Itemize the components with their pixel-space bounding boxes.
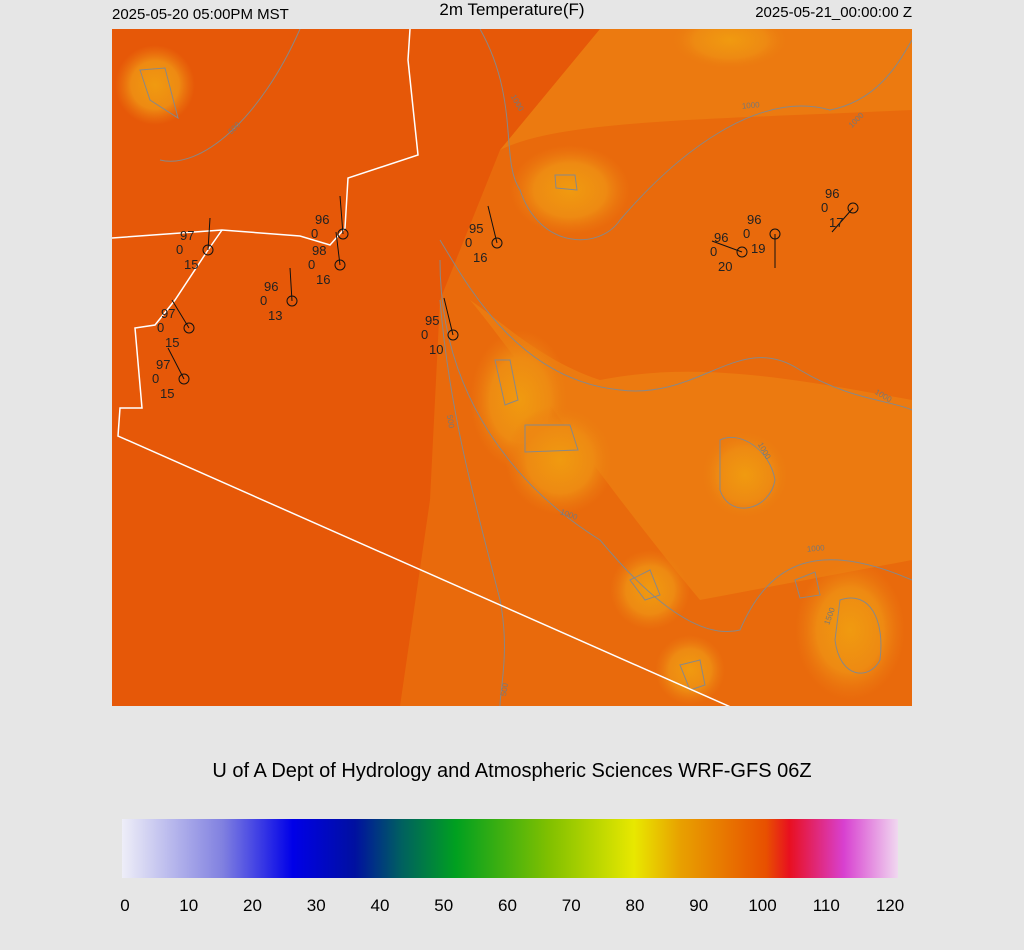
station [286,295,298,307]
temperature: 96 [264,279,278,294]
dewpoint: 10 [429,342,443,357]
wind-barb [289,267,293,302]
temperature: 97 [180,228,194,243]
colorbar-tick-label: 10 [179,896,198,915]
colorbar-tick-label: 70 [562,896,581,915]
temperature: 95 [425,313,439,328]
wind-barb [335,231,341,266]
colorbar-tick-label: 90 [689,896,708,915]
temperature: 96 [825,186,839,201]
station-code: 0 [743,226,750,241]
contour-label: 500 [445,414,456,429]
contour-label: 1000 [742,100,761,111]
terrain [610,550,690,630]
contour-label: 500 [499,682,510,697]
dewpoint: 15 [165,335,179,350]
station-code: 0 [152,371,159,386]
temperature: 96 [714,230,728,245]
station-code: 0 [176,242,183,257]
contours [139,29,912,706]
temperature: 95 [469,221,483,236]
terrain [115,45,195,125]
dewpoint: 15 [184,257,198,272]
colorbar-tick-label: 20 [243,896,262,915]
valid-utc: 2025-05-21_00:00:00 Z [755,4,912,21]
terrain [505,405,615,515]
station [334,259,346,271]
station [736,246,748,258]
dewpoint: 15 [160,386,174,401]
colorbar-tick-label: 40 [371,896,390,915]
dewpoint: 17 [829,215,843,230]
borders [112,29,731,706]
station [337,228,349,240]
station-code: 0 [157,320,164,335]
colorbar [122,819,898,878]
station-code: 0 [260,293,267,308]
map [112,29,912,706]
valid-local: 2025-05-20 05:00PM MST [112,6,289,23]
terrain [500,29,912,150]
colorbar-tick-label: 110 [813,896,840,915]
dewpoint: 16 [316,272,330,287]
station [183,322,195,334]
colorbar-tick-label: 100 [748,896,776,915]
station [202,244,214,256]
terrain [470,300,912,600]
wind-barb [339,195,344,235]
colorbar-tick-label: 60 [498,896,517,915]
station-code: 0 [821,200,828,215]
terrain [700,430,790,520]
station-code: 0 [308,257,315,272]
dewpoint: 19 [751,241,765,256]
title: 2m Temperature(F) [439,0,584,19]
temperature: 96 [315,212,329,227]
wind-barb [487,205,498,244]
wind-barb [167,347,185,380]
station [491,237,503,249]
terrain [510,145,630,235]
station-code: 0 [465,235,472,250]
colorbar-tick-label: 120 [876,896,904,915]
colorbar-tick-label: 0 [120,896,129,915]
colorbar-tick-label: 80 [626,896,645,915]
station [447,329,459,341]
station [847,202,859,214]
station-code: 0 [311,226,318,241]
station-code: 0 [710,244,717,259]
station [769,228,781,240]
temperature: 98 [312,243,326,258]
contour-label: 1000 [807,543,826,554]
terrain [795,560,905,700]
temperature: 97 [156,357,170,372]
station-code: 0 [421,327,428,342]
credit: U of A Dept of Hydrology and Atmospheric… [212,760,811,782]
dewpoint: 13 [268,308,282,323]
temperature: 97 [161,306,175,321]
temperature: 96 [747,212,761,227]
dewpoint: 20 [718,259,732,274]
dewpoint: 16 [473,250,487,265]
colorbar-tick-label: 30 [307,896,326,915]
terrain [670,29,790,70]
terrain [655,635,725,705]
wind-barb [443,297,454,336]
colorbar-tick-label: 50 [434,896,453,915]
station [178,373,190,385]
